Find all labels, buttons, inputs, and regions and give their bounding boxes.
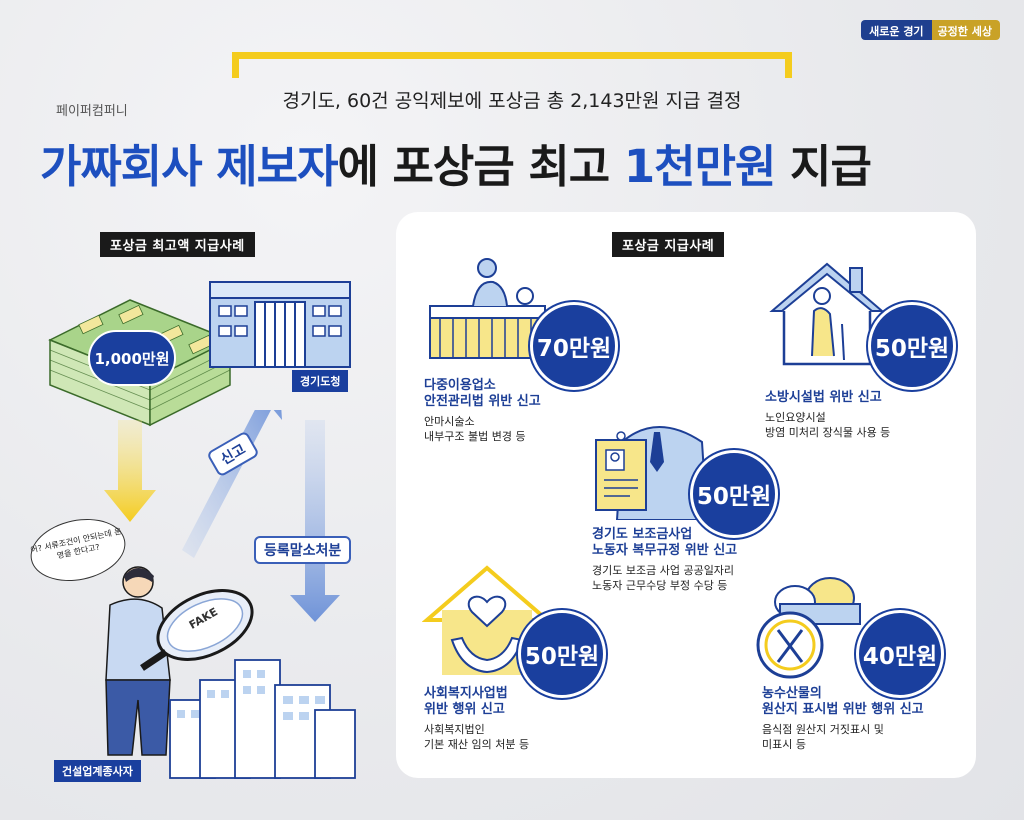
worker-badge-icon [595,426,709,520]
worker-label: 건설업계종사자 [54,760,141,782]
case-1-title: 다중이용업소 안전관리법 위반 신고 [424,378,541,409]
case-4-desc: 사회복지법인 기본 재산 임의 처분 등 [424,723,530,751]
case-1: 다중이용업소 안전관리법 위반 신고 안마시술소 내부구조 불법 변경 등 [424,378,624,444]
case-1-desc: 안마시술소 내부구조 불법 변경 등 [424,415,526,443]
case-3-title: 경기도 보조금사업 노동자 복무규정 위반 신고 [592,527,738,558]
building-label: 경기도청 [292,370,349,392]
flow-arrows [104,410,340,622]
case-4-title: 사회복지사업법 위반 행위 신고 [424,686,508,717]
case-3-amount: 50만원 [690,450,778,538]
case-3-desc: 경기도 보조금 사업 공공일자리 노동자 근무수당 부정 수당 등 [592,564,735,592]
left-amount-badge: 1,000만원 [88,330,176,386]
case-5-desc: 음식점 원산지 거짓표시 및 미표시 등 [762,723,884,751]
yellow-bracket [232,52,792,78]
case-4-amount: 50만원 [518,610,606,698]
company-label: 페이퍼컴퍼니 [56,104,128,119]
headline: 가짜회사 제보자에 포상금 최고 1천만원 지급 [40,130,1000,195]
cancel-label: 등록말소처분 [254,536,352,564]
government-building-icon [209,281,351,368]
headline-part2: 에 포상금 최고 [337,140,624,193]
case-5: 농수산물의 원산지 표시법 위반 행위 신고 음식점 원산지 거짓표시 및 미표… [762,686,972,752]
produce-plate-icon [756,577,861,679]
case-1-amount: 70만원 [530,302,618,390]
city-buildings-icon [169,659,356,779]
welfare-house-icon [422,565,552,675]
case-5-amount: 40만원 [856,610,944,698]
case-2-title: 소방시설법 위반 신고 [765,390,882,405]
subtitle: 경기도, 60건 공익제보에 포상금 총 2,143만원 지급 결정 [282,90,742,112]
headline-part3: 1천만원 [623,140,777,193]
case-3: 경기도 보조금사업 노동자 복무규정 위반 신고 경기도 보조금 사업 공공일자… [592,527,812,593]
case-2: 소방시설법 위반 신고 노인요양시설 방염 미처리 장식물 사용 등 [765,390,965,440]
brand-part1: 새로운 경기 [861,20,932,40]
right-section-label: 포상금 지급사례 [612,232,725,257]
case-2-desc: 노인요양시설 방염 미처리 장식물 사용 등 [765,411,891,439]
brand-part2: 공정한 세상 [931,20,1000,40]
case-2-amount: 50만원 [868,302,956,390]
left-section-label: 포상금 최고액 지급사례 [100,232,255,257]
worker-magnifier-icon [105,566,254,756]
brand-badge: 새로운 경기 공정한 세상 [861,20,1000,40]
case-5-title: 농수산물의 원산지 표시법 위반 행위 신고 [762,686,924,717]
case-4: 사회복지사업법 위반 행위 신고 사회복지법인 기본 재산 임의 처분 등 [424,686,624,752]
headline-part1: 가짜회사 제보자 [40,140,338,193]
headline-part4: 지급 [775,140,872,193]
